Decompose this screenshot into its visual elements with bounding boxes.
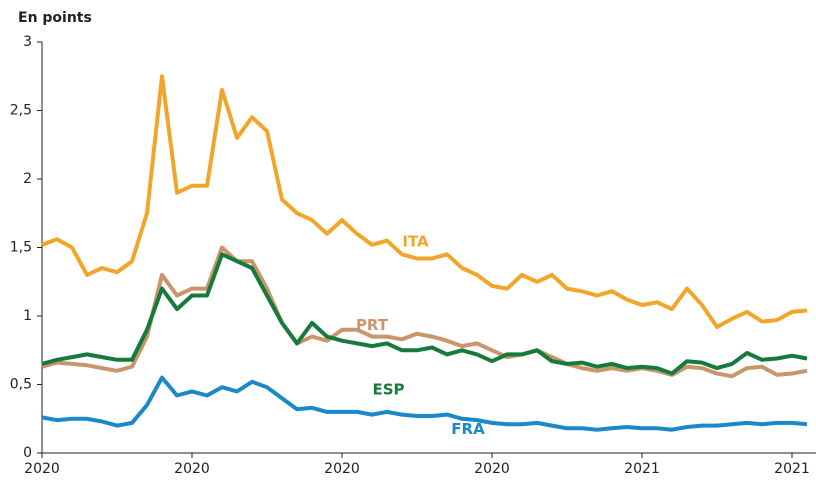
series-line [41,375,808,432]
series-line [41,252,808,376]
series-label: FRA [451,420,485,438]
y-tick-label: 0,5 [10,377,32,393]
y-axis-label: En points [18,10,92,26]
y-tick-label: 1 [23,308,32,324]
x-tick-label: 2020 [24,461,60,477]
x-tick-label: 2020 [324,461,360,477]
series-label: ITA [402,233,429,251]
series-line [41,74,808,329]
x-tick-label: 2021 [774,461,810,477]
y-tick-label: 2 [23,171,32,187]
y-tick-label: 0 [23,445,32,461]
series-label: ESP [372,380,404,398]
y-tick-label: 2,5 [10,103,32,119]
y-tick-label: 3 [23,34,32,50]
x-tick-label: 2020 [474,461,510,477]
y-tick-label: 1,5 [10,240,32,256]
x-tick-label: 2021 [624,461,660,477]
x-tick-label: 2020 [174,461,210,477]
series-label: PRT [356,316,389,334]
series-line [41,245,808,379]
